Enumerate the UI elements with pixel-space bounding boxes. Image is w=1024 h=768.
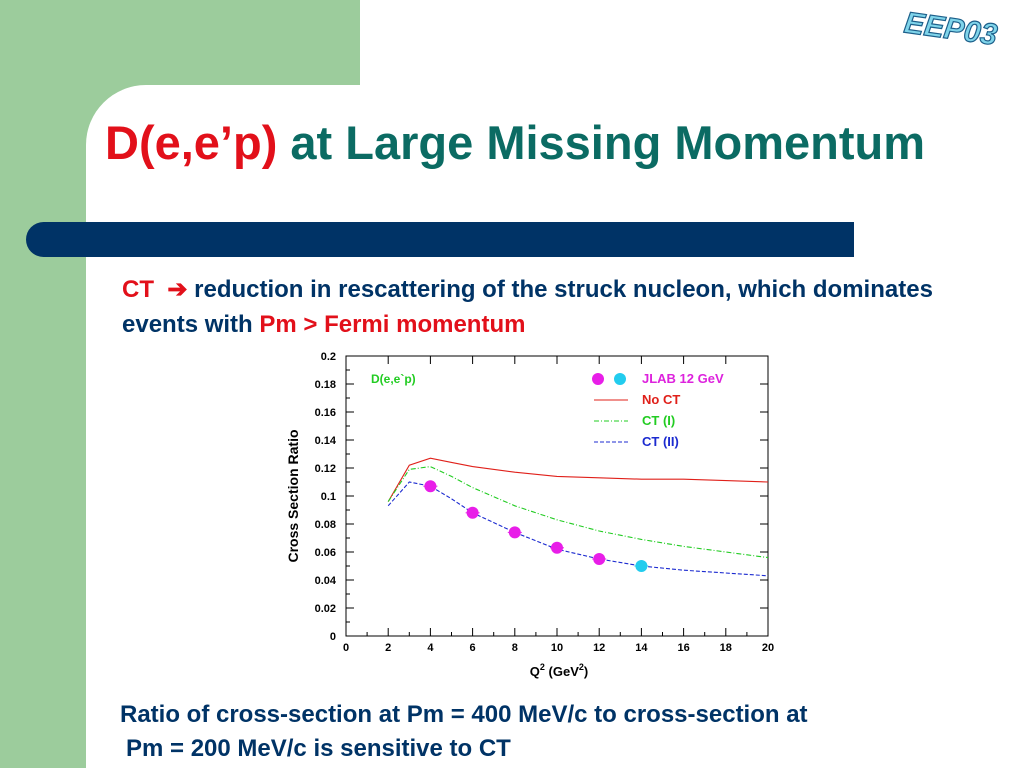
legend-label-jlab: JLAB 12 GeV <box>642 371 724 386</box>
title-text: at Large Missing Momentum <box>290 116 925 169</box>
bullet-ct: CT <box>122 276 154 303</box>
legend-marker-jlab <box>592 373 604 385</box>
x-tick-label: 8 <box>512 642 518 654</box>
x-tick-label: 10 <box>551 642 563 654</box>
svg-text:EEP03: EEP03 <box>902 8 999 52</box>
y-tick-label: 0.18 <box>315 379 336 391</box>
y-tick-label: 0.04 <box>315 575 337 587</box>
caption-line-2: Pm = 200 MeV/c is sensitive to CT <box>126 734 511 762</box>
series-line-ct-i <box>387 466 769 559</box>
x-tick-label: 0 <box>343 642 349 654</box>
x-tick-label: 6 <box>470 642 476 654</box>
eep03-logo: EEP03 <box>902 8 1001 52</box>
cross-section-ratio-chart: 0 2 4 6 8 10 12 14 16 18 20 0 0.02 0.04 0.06 0.08 0.1 0.1… <box>285 351 774 679</box>
slide-title: D(e,e’p) at Large Missing Momentum <box>105 117 925 169</box>
y-axis-title: Cross Section Ratio <box>285 429 301 562</box>
legend-label-1: CT (I) <box>642 413 675 428</box>
data-point <box>635 560 648 572</box>
x-tick-label: 12 <box>593 642 605 654</box>
series-line-ct-ii <box>387 481 769 577</box>
title-divider-bar <box>26 222 854 257</box>
legend-marker-jlab-alt <box>614 373 626 385</box>
y-tick-label: 0.08 <box>315 519 336 531</box>
bullet-text: CT ➔ reduction in rescattering of the st… <box>122 273 1002 343</box>
content-panel <box>86 85 1024 768</box>
x-tick-label: 2 <box>385 642 391 654</box>
series-line-no-ct <box>387 457 769 502</box>
data-point <box>424 480 437 493</box>
data-point <box>508 526 521 539</box>
y-tick-label: 0 <box>330 631 336 643</box>
x-tick-label: 14 <box>635 642 648 654</box>
legend-label-2: CT (II) <box>642 434 679 449</box>
bullet-body: reduction in rescattering of the struck … <box>122 276 933 338</box>
data-point <box>593 553 606 565</box>
y-tick-label: 0.1 <box>321 491 336 503</box>
y-tick-label: 0.02 <box>315 603 336 615</box>
caption-line-1: Ratio of cross-section at Pm = 400 MeV/c… <box>120 701 808 728</box>
x-axis-title: Q2 (GeV2) <box>530 662 588 679</box>
x-tick-label: 20 <box>762 642 774 654</box>
title-reaction: D(e,e’p) <box>105 116 278 169</box>
data-point <box>551 541 563 554</box>
x-tick-label: 4 <box>427 642 434 654</box>
x-tick-label: 16 <box>677 642 689 654</box>
y-tick-label: 0.2 <box>321 351 336 363</box>
y-tick-label: 0.16 <box>315 407 336 419</box>
caption-text: Ratio of cross-section at Pm = 400 MeV/c… <box>120 698 1000 765</box>
data-point <box>466 506 479 519</box>
y-tick-label: 0.12 <box>315 463 336 475</box>
legend-label-0: No CT <box>642 392 680 407</box>
y-tick-label: 0.06 <box>315 547 336 559</box>
chart-annotation: D(e,e`p) <box>371 372 416 386</box>
bullet-highlight: Pm > Fermi momentum <box>259 310 526 338</box>
x-tick-label: 18 <box>720 642 732 654</box>
y-tick-label: 0.14 <box>315 435 337 447</box>
right-arrow-icon: ➔ <box>167 276 188 303</box>
plot-frame <box>345 355 769 637</box>
